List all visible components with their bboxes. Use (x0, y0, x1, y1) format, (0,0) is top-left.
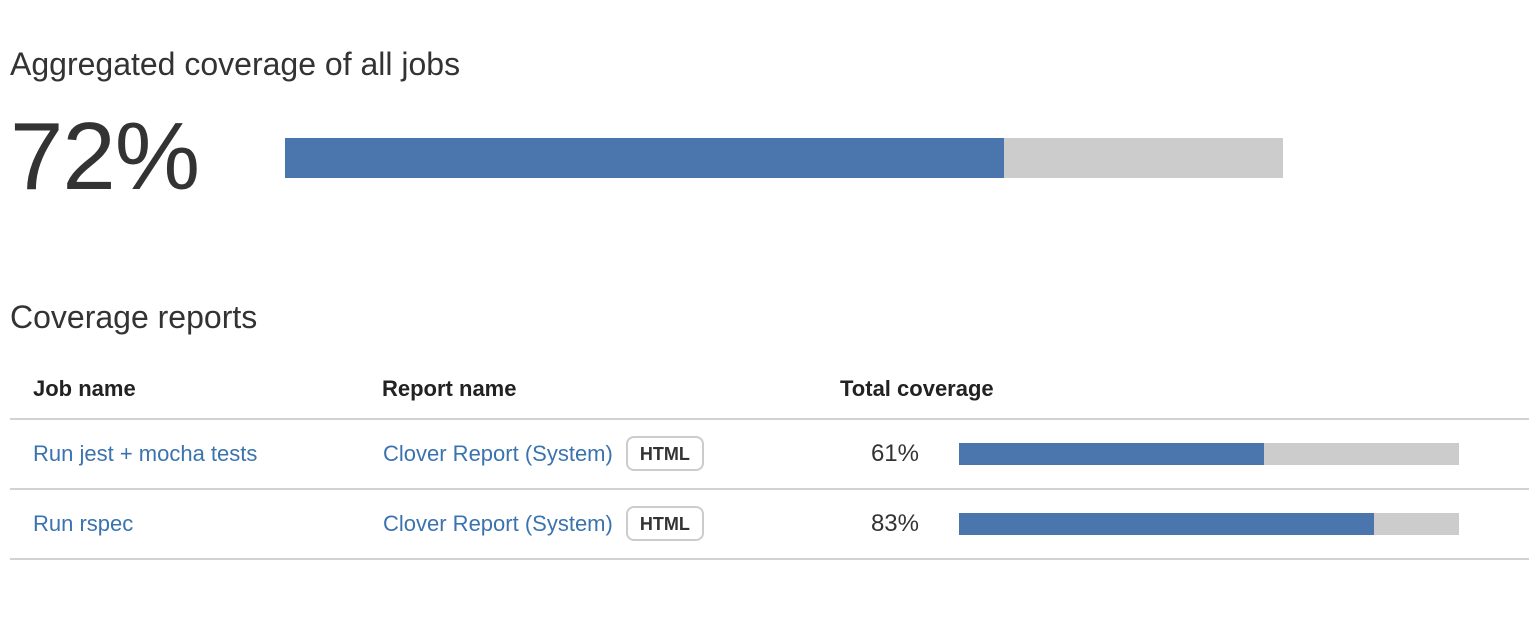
coverage-bar-fill (959, 442, 1264, 465)
coverage-bar-track (959, 512, 1459, 535)
aggregated-percent-value: 72% (10, 103, 200, 211)
aggregated-coverage-title: Aggregated coverage of all jobs (10, 46, 461, 82)
html-report-badge[interactable]: HTML (625, 436, 704, 472)
coverage-reports-title: Coverage reports (10, 298, 258, 335)
column-header-job-name: Job name (10, 363, 382, 420)
column-header-report-name: Report name (382, 363, 840, 420)
coverage-bar-fill (959, 512, 1374, 535)
coverage-percent-value: 61% (870, 439, 919, 467)
coverage-bar-track (959, 442, 1459, 465)
table-row: Run jest + mocha tests Clover Report (Sy… (10, 418, 1529, 490)
job-link[interactable]: Run rspec (33, 510, 134, 536)
report-link[interactable]: Clover Report (System) (383, 440, 613, 466)
report-link[interactable]: Clover Report (System) (383, 510, 613, 536)
table-header-row: Job name Report name Total coverage (10, 363, 1529, 420)
coverage-reports-table: Job name Report name Total coverage Run … (10, 363, 1529, 560)
aggregated-coverage-bar-fill (285, 137, 1004, 178)
coverage-percent-value: 83% (870, 509, 919, 537)
aggregated-coverage-bar-track (285, 137, 1283, 178)
aggregated-coverage-summary: 72% (10, 105, 1530, 211)
job-link[interactable]: Run jest + mocha tests (33, 440, 258, 466)
table-row: Run rspec Clover Report (System) HTML 83… (10, 488, 1529, 560)
html-report-badge[interactable]: HTML (625, 506, 704, 542)
column-header-total-coverage: Total coverage (840, 363, 1529, 420)
